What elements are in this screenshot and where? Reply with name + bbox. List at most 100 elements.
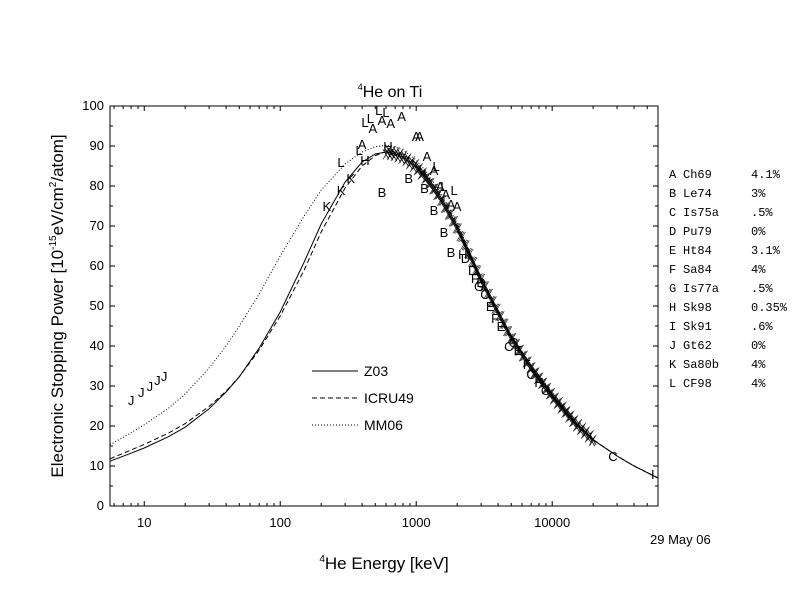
data-point-b: B — [440, 225, 449, 240]
y-tick-label: 20 — [90, 418, 104, 433]
data-tick — [429, 184, 436, 195]
data-tick — [548, 387, 555, 399]
data-tick — [534, 373, 541, 384]
data-tick — [503, 325, 510, 337]
data-point-j: J — [161, 369, 168, 384]
data-tick — [497, 311, 505, 322]
data-tick — [485, 288, 492, 299]
data-point-a: A — [447, 197, 456, 212]
reference-code: Ht84 — [683, 244, 712, 258]
data-tick — [567, 410, 575, 421]
data-tick — [446, 209, 453, 220]
reference-row: E Ht84 3.1% — [669, 244, 781, 258]
x-axis-title: 4He Energy [keV] — [319, 554, 448, 573]
data-tick — [412, 158, 420, 170]
data-point-f: F — [523, 357, 531, 372]
data-tick — [483, 288, 491, 299]
data-tick — [482, 281, 489, 292]
reference-table: A Ch69 4.1% B Le74 3% C Is75a .5% D Pu79 0% E Ht84 3.1… — [669, 168, 788, 391]
y-axis-title: Electronic Stopping Power [10-15eV/cm2/a… — [48, 134, 67, 477]
reference-code: CF98 — [683, 377, 712, 391]
date-stamp: 29 May 06 — [650, 532, 711, 547]
data-tick — [455, 223, 462, 234]
data-tick — [472, 264, 479, 276]
data-point-a: A — [397, 109, 406, 124]
data-tick — [547, 388, 554, 399]
data-tick — [526, 363, 533, 374]
data-tick — [448, 216, 456, 227]
reference-label: D — [669, 225, 676, 239]
reference-label: A — [669, 168, 677, 182]
data-tick — [541, 384, 549, 395]
reference-row: J Gt62 0% — [669, 339, 766, 353]
data-tick — [560, 401, 567, 412]
data-tick — [475, 273, 483, 284]
y-tick-label: 30 — [90, 378, 104, 393]
data-point-d: D — [468, 263, 477, 278]
data-tick — [397, 148, 404, 159]
reference-error: 3% — [751, 187, 766, 201]
reference-label: K — [669, 358, 677, 372]
data-tick — [428, 177, 435, 188]
data-tick — [507, 333, 514, 344]
legend-label-mm06: MM06 — [364, 417, 403, 433]
data-tick — [539, 378, 546, 389]
data-tick — [518, 351, 526, 362]
data-point-a: A — [453, 199, 462, 214]
data-point-a: A — [423, 149, 432, 164]
data-point-a: A — [412, 129, 421, 144]
data-point-b: B — [447, 245, 456, 260]
data-point-d: D — [476, 275, 485, 290]
data-point-j: J — [147, 379, 154, 394]
data-tick — [422, 172, 430, 184]
data-tick — [522, 357, 530, 368]
data-tick — [447, 209, 455, 220]
data-tick — [469, 256, 477, 268]
data-tick — [566, 411, 574, 422]
data-tick — [438, 195, 445, 206]
data-tick — [516, 345, 523, 356]
data-tick — [490, 296, 497, 307]
reference-label: J — [669, 339, 676, 353]
measurement-points: AAA A AAAAAAAAABBBBBBCCCCDDDEEEFFFGGGHHHHI… — [128, 103, 655, 482]
data-tick — [441, 202, 448, 213]
chart-title: 4He on Ti — [358, 82, 423, 101]
reference-error: .5% — [751, 282, 773, 296]
reference-row: G Is77a .5% — [669, 282, 773, 296]
data-tick — [450, 216, 457, 227]
legend-label-z03: Z03 — [364, 363, 388, 379]
reference-code: Gt62 — [683, 339, 712, 353]
reference-label: E — [669, 244, 676, 258]
reference-error: 4% — [751, 358, 766, 372]
data-tick — [554, 397, 562, 409]
reference-code: Sa84 — [683, 263, 712, 277]
data-tick — [589, 434, 597, 446]
data-tick — [478, 273, 486, 285]
data-point-a: A — [441, 187, 450, 202]
data-tick-cluster — [382, 144, 597, 447]
reference-error: .6% — [751, 320, 773, 334]
data-tick — [457, 231, 465, 242]
reference-code: Ch69 — [683, 168, 712, 182]
data-tick — [529, 361, 536, 373]
data-point-j: J — [154, 373, 161, 388]
data-tick — [512, 339, 519, 350]
reference-code: Sk91 — [683, 320, 712, 334]
data-tick — [433, 189, 440, 201]
y-axis: 0 10 20 30 40 50 60 70 80 90 100 — [82, 98, 658, 513]
y-tick-label: 50 — [90, 298, 104, 313]
reference-code: Pu79 — [683, 225, 712, 239]
reference-code: Is77a — [683, 282, 719, 296]
data-point-l: L — [423, 167, 430, 182]
data-tick — [486, 288, 493, 300]
data-tick — [552, 392, 559, 403]
data-tick — [543, 383, 550, 394]
data-tick — [465, 248, 473, 259]
data-tick — [459, 231, 466, 243]
data-point-h: H — [458, 247, 467, 262]
data-tick — [500, 318, 508, 329]
data-tick — [562, 406, 570, 418]
reference-row: H Sk98 0.35% — [669, 301, 788, 315]
data-tick — [487, 296, 495, 307]
